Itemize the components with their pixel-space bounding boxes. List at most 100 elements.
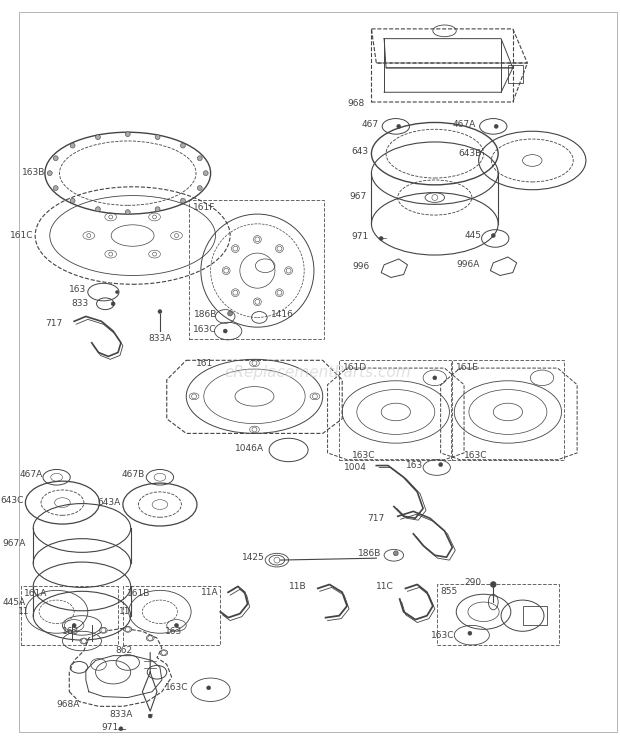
Text: 186B: 186B (358, 549, 381, 558)
Text: 163C: 163C (193, 324, 216, 333)
Circle shape (95, 135, 100, 140)
Text: 11: 11 (119, 607, 131, 616)
Text: 163: 163 (406, 461, 423, 470)
Circle shape (101, 628, 106, 632)
Text: 11: 11 (18, 607, 29, 616)
Circle shape (490, 582, 496, 588)
Text: 1004: 1004 (343, 463, 366, 472)
Text: 186B: 186B (194, 310, 218, 319)
Text: 971: 971 (102, 723, 118, 732)
Text: 967: 967 (349, 192, 366, 201)
Text: 11B: 11B (288, 582, 306, 591)
Text: 643B: 643B (458, 149, 482, 158)
Text: 161: 161 (196, 359, 213, 368)
Circle shape (312, 394, 317, 399)
Circle shape (153, 215, 156, 219)
Circle shape (155, 207, 160, 211)
Circle shape (119, 727, 123, 731)
Circle shape (108, 252, 113, 256)
Circle shape (47, 170, 52, 176)
Text: 467A: 467A (453, 120, 476, 129)
Bar (189, 200, 324, 339)
Circle shape (70, 143, 75, 148)
Circle shape (491, 234, 495, 237)
Circle shape (125, 210, 130, 214)
Bar (508, 65, 523, 83)
Text: 161A: 161A (24, 589, 48, 598)
Text: 290: 290 (464, 578, 482, 587)
Text: 996A: 996A (456, 260, 480, 269)
Text: 643A: 643A (98, 498, 121, 507)
Circle shape (70, 199, 75, 203)
Circle shape (286, 268, 291, 273)
Circle shape (153, 252, 156, 256)
Circle shape (468, 631, 472, 635)
Text: 833: 833 (71, 299, 89, 308)
Text: 643C: 643C (0, 496, 24, 505)
Circle shape (379, 237, 383, 240)
Circle shape (224, 268, 229, 273)
Circle shape (439, 463, 443, 466)
Text: 855: 855 (441, 588, 458, 597)
Circle shape (148, 714, 152, 718)
Circle shape (432, 195, 438, 200)
Text: 862: 862 (115, 647, 133, 655)
Text: 163C: 163C (352, 452, 376, 461)
Circle shape (175, 234, 179, 237)
Text: 467B: 467B (122, 470, 145, 479)
Bar (20, 586, 118, 645)
Text: 1046A: 1046A (235, 443, 264, 452)
Text: 161E: 161E (456, 363, 479, 372)
Circle shape (125, 132, 130, 137)
Text: 161F: 161F (193, 203, 215, 212)
Circle shape (192, 394, 197, 399)
Circle shape (228, 311, 232, 316)
Text: 467A: 467A (20, 470, 43, 479)
Text: 445: 445 (464, 231, 482, 240)
Circle shape (197, 155, 202, 161)
Text: 11C: 11C (376, 582, 394, 591)
Circle shape (81, 638, 86, 644)
Text: 968: 968 (347, 100, 365, 109)
Circle shape (148, 635, 153, 641)
Circle shape (108, 215, 113, 219)
Circle shape (180, 143, 185, 148)
Circle shape (53, 155, 58, 161)
Text: 163: 163 (63, 626, 80, 636)
Circle shape (95, 207, 100, 211)
Circle shape (197, 186, 202, 190)
Circle shape (494, 124, 498, 128)
Text: 163C: 163C (165, 683, 188, 693)
Circle shape (161, 650, 166, 655)
Text: 161D: 161D (343, 363, 367, 372)
Text: 968A: 968A (56, 699, 80, 708)
Text: 161C: 161C (10, 231, 33, 240)
Text: 643: 643 (352, 147, 368, 156)
Circle shape (87, 234, 91, 237)
Text: 163: 163 (165, 626, 182, 636)
Circle shape (115, 291, 118, 294)
Circle shape (180, 199, 185, 203)
Circle shape (206, 686, 211, 690)
Circle shape (203, 170, 208, 176)
Text: 717: 717 (367, 513, 384, 523)
Text: 11A: 11A (201, 588, 218, 597)
Circle shape (277, 246, 282, 251)
Circle shape (233, 290, 238, 295)
Text: 163C: 163C (431, 631, 454, 640)
Text: 971: 971 (352, 232, 368, 241)
Text: 1425: 1425 (241, 553, 264, 562)
Bar (339, 360, 451, 460)
Circle shape (111, 302, 115, 306)
Circle shape (393, 551, 398, 556)
Text: 163B: 163B (22, 167, 45, 176)
Text: 967A: 967A (2, 539, 25, 548)
Circle shape (277, 290, 282, 295)
Circle shape (255, 237, 260, 242)
Text: 445A: 445A (2, 597, 25, 606)
Circle shape (72, 623, 76, 627)
Text: 467: 467 (361, 120, 378, 129)
Text: 833A: 833A (148, 334, 172, 343)
Circle shape (158, 310, 162, 313)
Circle shape (274, 557, 280, 563)
